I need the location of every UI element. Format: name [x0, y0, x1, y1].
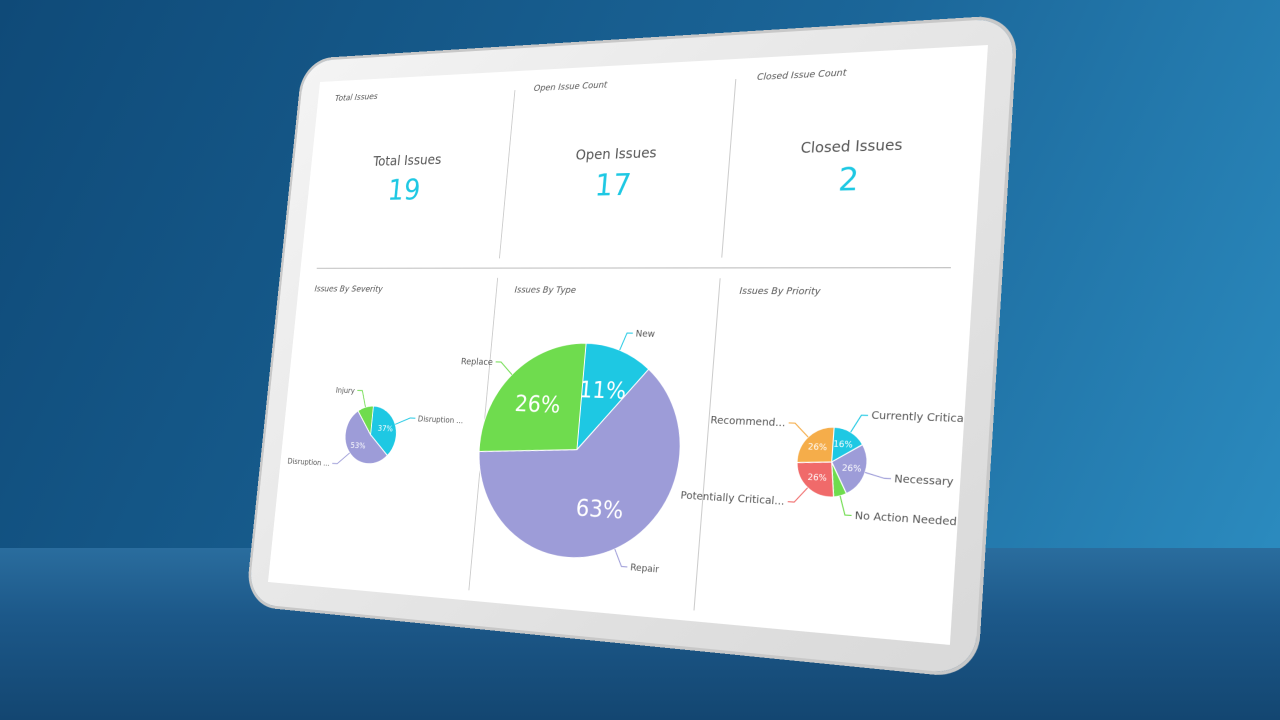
leader-line	[788, 487, 808, 503]
leader-line	[495, 362, 513, 375]
card-title: Total Issues	[335, 91, 379, 103]
divider	[694, 278, 720, 610]
slice-name: Recommend...	[710, 413, 786, 429]
slice-name: New	[635, 328, 655, 340]
slice-name: Repair	[630, 561, 661, 575]
tablet-screen: Total Issues Total Issues 19 Open Issue Cou…	[267, 44, 988, 645]
pie-slice	[342, 410, 391, 464]
slice-name: No Action Needed	[854, 508, 957, 528]
divider	[317, 268, 951, 269]
divider	[722, 79, 736, 258]
leader-line	[620, 333, 633, 350]
card-title: Closed Issue Count	[757, 67, 849, 83]
dashboard: Total Issues Total Issues 19 Open Issue Cou…	[287, 67, 979, 645]
card-value: 19	[386, 173, 422, 207]
slice-value-label: 16%	[833, 439, 853, 451]
chart-title: Issues By Type	[514, 284, 577, 295]
slice-value-label: 26%	[514, 392, 562, 419]
slice-name: Potentially Critical...	[680, 488, 785, 507]
slice-value-label: 26%	[842, 463, 862, 475]
slice-name: Replace	[461, 356, 494, 368]
leader-line	[395, 417, 415, 425]
card-value: 17	[593, 167, 632, 203]
card-label: Total Issues	[371, 151, 442, 169]
leader-line	[356, 390, 367, 407]
slice-value-label: 37%	[377, 424, 393, 434]
card-label: Closed Issues	[800, 136, 903, 157]
slice-name: Disruption ...	[417, 414, 463, 425]
slice-value-label: 11%	[578, 377, 627, 405]
tablet: Total Issues Total Issues 19 Open Issue Cou…	[247, 17, 1015, 676]
slice-name: Injury	[335, 386, 355, 396]
slice-value-label: 26%	[807, 472, 827, 484]
slice-value-label: 26%	[808, 442, 828, 453]
chart-title: Issues By Priority	[739, 285, 822, 297]
divider	[499, 90, 514, 258]
chart-title: Issues By Severity	[314, 283, 384, 294]
leader-line	[851, 415, 868, 433]
card-value: 2	[837, 160, 860, 198]
leader-line	[332, 452, 349, 464]
leader-line	[788, 423, 809, 437]
slice-name: Currently Critical...	[871, 408, 979, 425]
card-title: Open Issue Count	[533, 79, 609, 93]
leader-line	[839, 496, 853, 516]
slice-value-label: 63%	[575, 495, 625, 525]
slice-value-label: 53%	[350, 441, 366, 451]
leader-line	[613, 549, 628, 567]
card-label: Open Issues	[575, 144, 657, 163]
slice-name: Necessary	[894, 471, 954, 488]
leader-line	[865, 472, 892, 478]
slice-name: Disruption ...	[287, 457, 330, 469]
